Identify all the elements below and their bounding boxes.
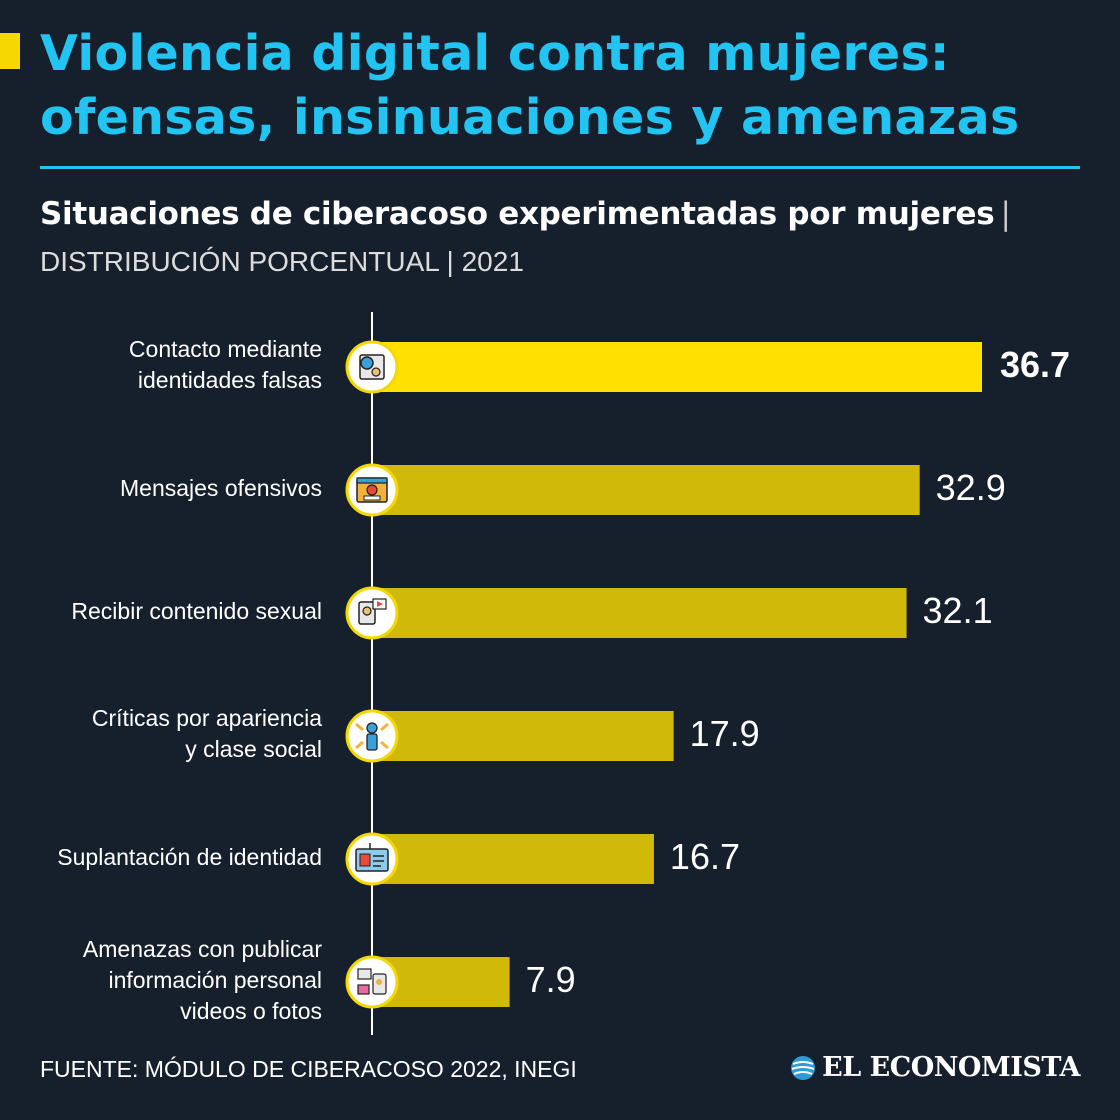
title-line-1: Violencia digital contra mujeres: — [40, 25, 950, 82]
logo-text: EL ECONOMISTA — [822, 1052, 1080, 1083]
offensive-message-icon — [345, 463, 399, 517]
value-label: 16.7 — [669, 836, 740, 877]
category-label: Suplantación de identidad — [57, 843, 322, 870]
bar — [380, 588, 907, 638]
value-label: 7.9 — [525, 959, 576, 1000]
bar — [380, 957, 510, 1007]
category-label: Recibir contenido sexual — [71, 597, 322, 624]
chart-subtitle-text: Situaciones de ciberacoso experimentadas… — [40, 196, 995, 232]
globe-logo-icon — [791, 1055, 816, 1080]
fake-identity-icon — [345, 340, 399, 394]
title-line-2: ofensas, insinuaciones y amenazas — [40, 89, 1020, 146]
page-title: Violencia digital contra mujeres: ofensa… — [40, 22, 1100, 150]
value-label: 17.9 — [689, 713, 760, 754]
value-label: 32.9 — [935, 467, 1006, 508]
bar — [380, 834, 654, 884]
category-label: Contacto mediante identidades falsas — [128, 336, 322, 393]
bar — [380, 711, 674, 761]
chart-subtitle: Situaciones de ciberacoso experimentadas… — [40, 196, 1011, 232]
bar — [380, 465, 920, 515]
category-label: Críticas por apariencia y clase social — [91, 705, 322, 762]
sexual-content-icon — [345, 586, 399, 640]
title-accent-bar — [0, 33, 20, 69]
personal-info-threat-icon — [345, 955, 399, 1009]
publisher-logo: EL ECONOMISTA — [790, 1052, 1080, 1083]
subtitle-separator: | — [1000, 196, 1011, 232]
source-note: FUENTE: MÓDULO DE CIBERACOSO 2022, INEGI — [40, 1056, 577, 1082]
value-label: 36.7 — [1000, 344, 1071, 385]
title-divider — [40, 166, 1080, 169]
identity-theft-icon — [345, 832, 399, 886]
category-label: Mensajes ofensivos — [120, 474, 322, 501]
chart-subtitle-secondary: DISTRIBUCIÓN PORCENTUAL | 2021 — [40, 246, 524, 277]
bar — [380, 342, 982, 392]
value-label: 32.1 — [922, 590, 993, 631]
category-label: Amenazas con publicar información persona… — [82, 935, 322, 1024]
appearance-criticism-icon — [345, 709, 399, 763]
